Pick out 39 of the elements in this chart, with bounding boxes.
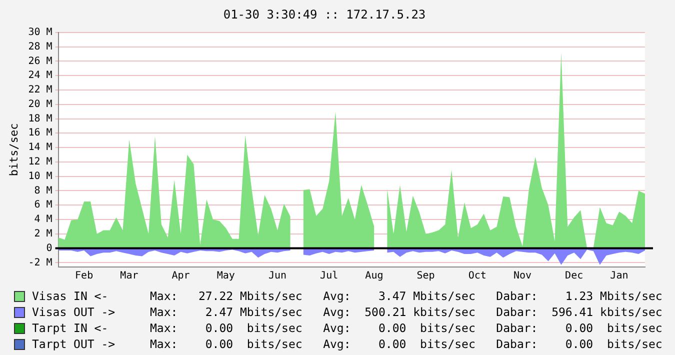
x-tick-label: May — [216, 270, 235, 282]
x-tick-label: Nov — [513, 270, 532, 282]
x-tick-label: Dec — [565, 270, 584, 282]
y-tick-label: 30 M — [28, 26, 52, 38]
x-tick-label: Aug — [365, 270, 384, 282]
y-tick-label: 18 M — [28, 113, 52, 124]
y-tick-label: 20 M — [28, 98, 52, 110]
y-tick-label: 10 M — [28, 170, 52, 182]
legend-label: Visas OUT -> — [32, 304, 116, 320]
y-tick-label: -2 M — [28, 257, 52, 268]
y-tick-label: 12 M — [28, 156, 52, 168]
legend-label: Tarpt IN <- — [32, 320, 110, 336]
y-tick-label: 16 M — [28, 128, 52, 139]
text: Max: 0.00 bits/sec Avg: 0.00 bits/sec Dabar: 0.00 bits/sec — [150, 336, 662, 352]
x-tick-label: Jun — [268, 270, 287, 282]
text: Max: 2.47 Mbits/sec Avg: 500.21 kbits/sec Dabar: 596.41 kbits/sec — [150, 304, 662, 320]
y-tick-label: 8 M — [34, 185, 52, 196]
legend-label: Visas IN <- — [32, 288, 110, 304]
x-tick-label: Sep — [416, 270, 435, 282]
y-tick-label: 14 M — [28, 142, 52, 154]
x-tick-label: Jan — [610, 270, 628, 282]
y-tick-label: 28 M — [28, 41, 52, 52]
x-tick-label: Oct — [468, 270, 486, 282]
y-tick-label: 6 M — [34, 200, 52, 211]
y-tick-label: 0 — [46, 242, 52, 254]
chart-title: 01-30 3:30:49 :: 172.17.5.23 — [223, 7, 426, 22]
y-tick-label: 24 M — [28, 70, 52, 82]
x-tick-label: Apr — [172, 270, 190, 282]
x-tick-label: Jul — [320, 270, 338, 282]
x-tick-label: Feb — [75, 270, 94, 282]
y-tick-label: 4 M — [34, 214, 52, 226]
y-tick-label: 2 M — [34, 228, 52, 240]
y-tick-label: 26 M — [28, 56, 52, 67]
x-tick-label: Mar — [120, 270, 138, 282]
y-axis-title: bits/sec — [7, 123, 20, 176]
text: Max: 27.22 Mbits/sec Avg: 3.47 Mbits/sec Dabar: 1.23 Mbits/sec — [150, 288, 662, 304]
y-tick-label: 22 M — [28, 84, 52, 96]
legend-label: Tarpt OUT -> — [32, 336, 116, 352]
text: Max: 0.00 bits/sec Avg: 0.00 bits/sec Dabar: 0.00 bits/sec — [150, 320, 662, 336]
